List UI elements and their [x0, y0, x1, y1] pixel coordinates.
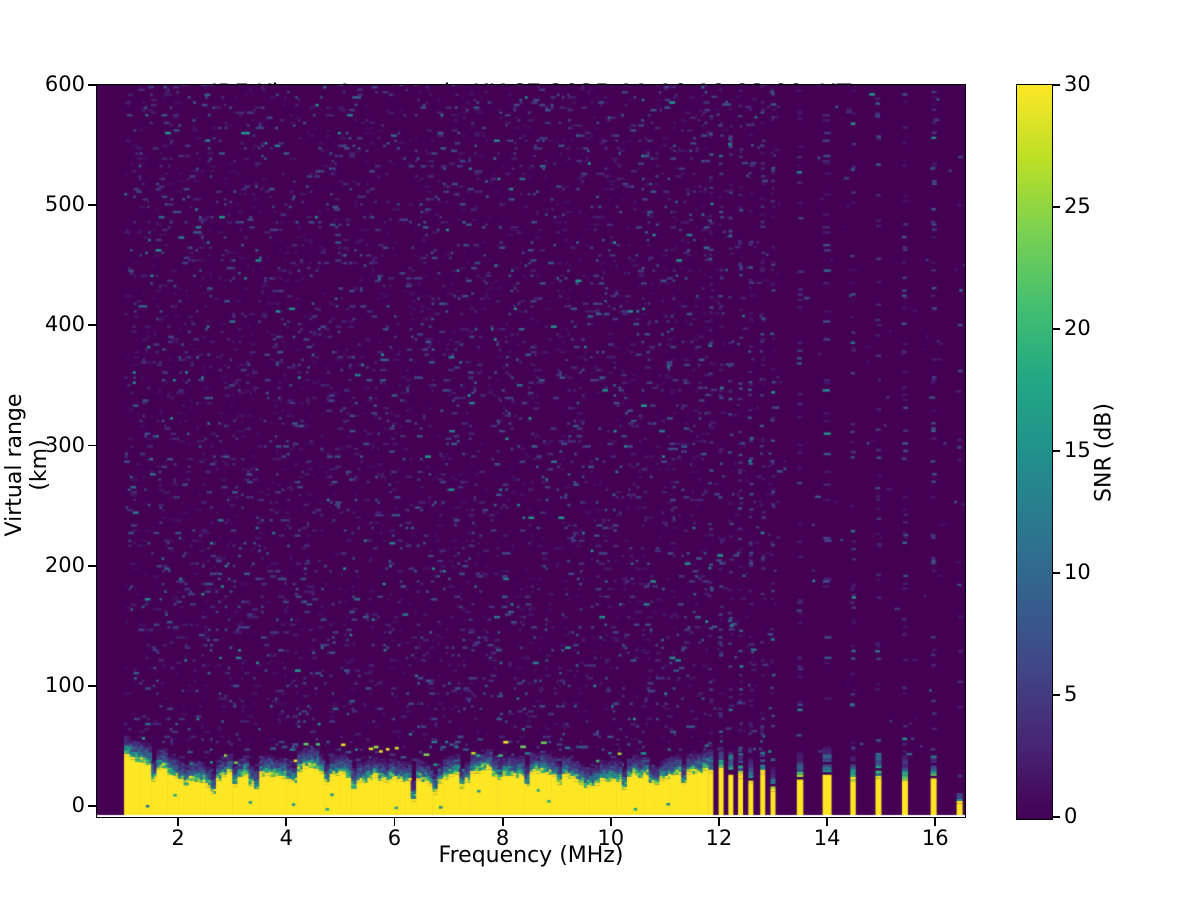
y-tick	[88, 204, 96, 207]
x-tick	[609, 818, 612, 826]
x-tick	[177, 818, 180, 826]
y-tick	[88, 444, 96, 447]
y-tick-label: 300	[44, 432, 85, 457]
y-tick	[88, 84, 96, 86]
colorbar-tick-label: 20	[1064, 316, 1091, 340]
colorbar-tick	[1052, 328, 1060, 330]
x-tick	[826, 818, 828, 826]
colorbar-tick	[1052, 84, 1060, 86]
colorbar-tick	[1052, 206, 1060, 208]
x-axis-label: Frequency (MHz)	[438, 843, 624, 868]
x-tick-label: 4	[279, 826, 293, 850]
y-tick-label: 500	[44, 192, 85, 217]
colorbar-tick-label: 30	[1064, 72, 1091, 96]
y-tick	[88, 564, 96, 567]
colorbar-tick-label: 0	[1064, 804, 1078, 828]
y-tick	[88, 805, 96, 807]
colorbar-tick-label: 10	[1064, 560, 1091, 584]
y-axis-label: Virtual range (km)	[2, 393, 52, 537]
x-tick-label: 14	[813, 826, 841, 850]
x-tick-label: 2	[171, 826, 185, 850]
y-tick-label: 0	[71, 793, 85, 817]
heatmap-canvas	[97, 85, 965, 817]
x-tick	[501, 818, 504, 826]
y-tick	[88, 684, 96, 687]
x-tick-label: 6	[387, 826, 402, 850]
colorbar	[1016, 84, 1053, 820]
colorbar-tick	[1052, 572, 1060, 574]
colorbar-tick	[1052, 816, 1060, 818]
x-tick	[393, 818, 396, 826]
colorbar-tick-label: 15	[1064, 438, 1091, 462]
x-tick-label: 10	[597, 826, 625, 850]
y-tick-label: 200	[44, 552, 85, 577]
x-tick-label: 16	[921, 826, 949, 850]
y-tick-label: 100	[44, 672, 85, 697]
colorbar-tick	[1052, 450, 1060, 452]
x-tick	[285, 818, 288, 826]
colorbar-tick-label: 5	[1064, 682, 1078, 706]
y-tick	[88, 324, 96, 327]
y-tick-label: 400	[44, 312, 85, 337]
colorbar-tick	[1052, 694, 1060, 696]
x-tick-label: 8	[495, 826, 510, 850]
colorbar-tick-label: 25	[1064, 194, 1091, 218]
x-tick-label: 12	[705, 826, 733, 850]
x-tick	[934, 818, 937, 826]
x-tick	[718, 818, 720, 826]
y-tick-label: 600	[44, 72, 85, 96]
